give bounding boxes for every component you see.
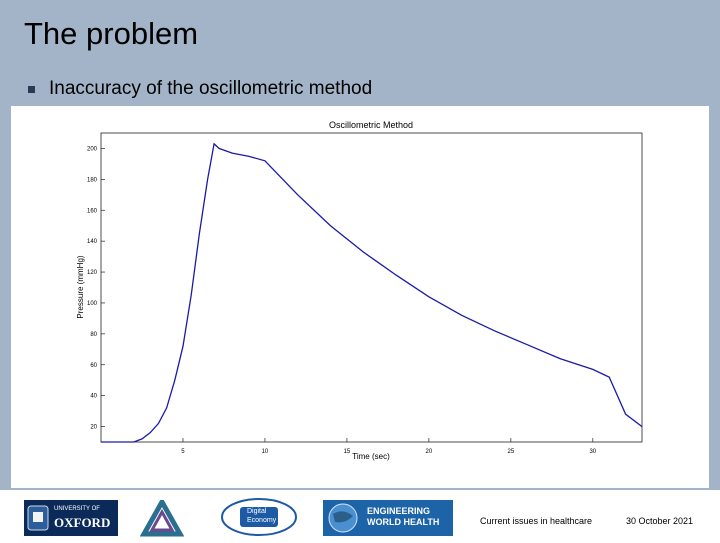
x-tick-label: 30 [589,449,596,455]
x-tick-label: 25 [508,449,515,455]
engineering-world-health-logo: ENGINEERING WORLD HEALTH [323,500,453,536]
ewh-line1: ENGINEERING [367,506,431,516]
slide-title: The problem [24,16,199,51]
digital-economy-line1: Digital [247,508,267,515]
pressure-series-line [101,142,643,443]
axis-ticks: 5 10 15 20 25 30 20 40 60 80 100 120 140 160 180 200 [87,146,597,455]
y-tick-label: 200 [87,146,98,152]
bullet-text: Inaccuracy of the oscillometric method [49,78,373,99]
footer-caption: Current issues in healthcare [480,516,593,526]
chart-figure: Oscillometric Method Time (sec) Pressure… [11,106,709,488]
bullet-square-icon [28,85,35,93]
triangle-knot-icon [139,496,185,537]
x-tick-label: 10 [262,449,269,455]
x-tick-label: 15 [344,449,351,455]
bullet-item: Inaccuracy of the oscillometric method [28,78,372,100]
y-tick-label: 120 [87,270,98,276]
ewh-line2: WORLD HEALTH [367,517,440,527]
oxford-logo-line1: UNIVERSITY OF [54,506,100,512]
digital-economy-logo: Digital Economy [220,497,298,537]
y-tick-label: 160 [87,208,98,214]
x-tick-label: 20 [426,449,433,455]
globe-icon [328,503,358,533]
digital-economy-line2: Economy [247,517,277,524]
y-tick-label: 20 [90,425,97,431]
oscillometric-chart: Oscillometric Method Time (sec) Pressure… [76,120,643,461]
y-tick-label: 80 [90,332,97,338]
x-tick-label: 5 [181,449,185,455]
plot-frame [100,132,643,443]
y-axis-label: Pressure (mmHg) [76,255,85,318]
y-tick-label: 100 [87,301,98,307]
y-tick-label: 180 [87,177,98,183]
chart-title: Oscillometric Method [329,120,413,130]
oxford-logo-line2: OXFORD [54,515,111,530]
oxford-crest-icon [27,505,49,531]
y-tick-label: 40 [90,394,97,400]
y-tick-label: 140 [87,239,98,245]
digital-economy-icon [221,498,297,536]
y-tick-label: 60 [90,363,97,369]
oxford-logo: UNIVERSITY OF OXFORD [24,500,118,536]
triangle-knot-logo [139,496,185,537]
footer-date: 30 October 2021 [626,516,694,526]
x-axis-label: Time (sec) [352,452,390,461]
